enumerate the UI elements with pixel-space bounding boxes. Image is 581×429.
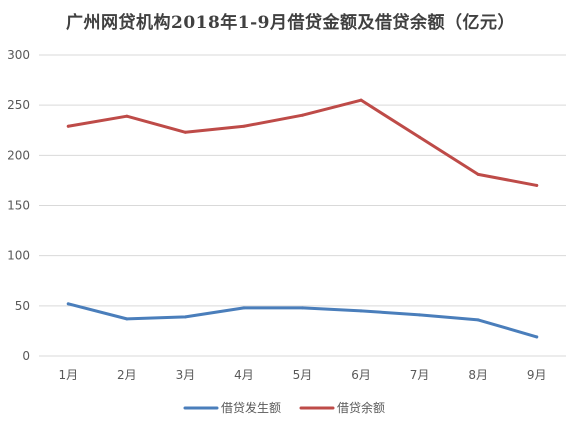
data-point: [359, 98, 363, 102]
x-tick-label: 9月: [527, 368, 547, 382]
data-point: [301, 113, 304, 117]
x-tick-label: 7月: [410, 368, 430, 382]
y-tick-label: 150: [7, 199, 30, 213]
data-point: [183, 315, 187, 319]
x-tick-label: 1月: [58, 368, 78, 382]
series-line-2: [66, 98, 539, 187]
x-tick-label: 3月: [176, 368, 196, 382]
legend-label-2: 借贷余额: [337, 400, 385, 415]
data-point: [359, 309, 363, 313]
data-point: [66, 302, 70, 306]
y-tick-label: 300: [7, 48, 30, 62]
y-tick-label: 200: [7, 148, 30, 162]
x-tick-label: 5月: [293, 368, 313, 382]
y-tick-label: 100: [7, 249, 30, 263]
data-point: [125, 114, 129, 118]
data-point: [535, 183, 539, 187]
grid-lines: [39, 54, 566, 357]
x-tick-label: 4月: [234, 368, 254, 382]
series-lines: [66, 98, 539, 339]
data-point: [66, 124, 70, 128]
data-point: [183, 130, 187, 134]
data-point: [418, 135, 422, 139]
data-point: [242, 124, 246, 128]
x-tick-label: 8月: [468, 368, 488, 382]
x-tick-label: 6月: [351, 368, 371, 382]
chart-title: 广州网贷机构2018年1-9月借贷金额及借贷余额（亿元）: [65, 13, 516, 33]
x-tick-label: 2月: [117, 368, 137, 382]
y-axis-tick-labels: 0 50 100 150 200 250 300: [7, 48, 30, 363]
y-tick-label: 0: [22, 349, 30, 363]
data-point: [301, 306, 304, 310]
data-point: [125, 317, 129, 321]
data-point: [418, 313, 422, 317]
data-point: [476, 318, 480, 322]
y-tick-label: 250: [7, 98, 30, 112]
data-point: [535, 335, 539, 339]
legend: 借贷发生额 借贷余额: [183, 400, 385, 415]
y-tick-label: 50: [15, 299, 30, 313]
data-point: [242, 306, 246, 310]
legend-label-1: 借贷发生额: [221, 400, 281, 415]
data-point: [476, 172, 480, 176]
x-axis-tick-labels: 1月 2月 3月 4月 5月 6月 7月 8月 9月: [58, 368, 546, 382]
